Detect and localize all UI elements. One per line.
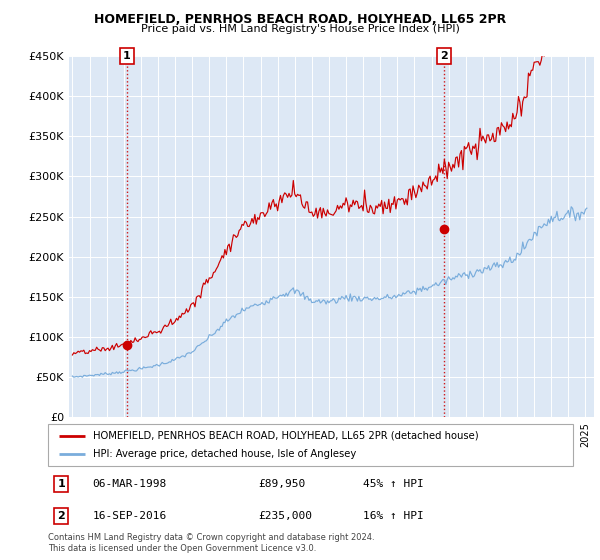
Text: 2: 2 (440, 51, 448, 61)
Text: 06-MAR-1998: 06-MAR-1998 (92, 479, 167, 489)
Text: Contains HM Land Registry data © Crown copyright and database right 2024.
This d: Contains HM Land Registry data © Crown c… (48, 533, 374, 553)
Text: 45% ↑ HPI: 45% ↑ HPI (363, 479, 424, 489)
Text: 1: 1 (123, 51, 131, 61)
Text: 1: 1 (57, 479, 65, 489)
FancyBboxPatch shape (48, 424, 573, 466)
Text: 16-SEP-2016: 16-SEP-2016 (92, 511, 167, 521)
Text: 2: 2 (57, 511, 65, 521)
Text: £89,950: £89,950 (258, 479, 305, 489)
Text: HPI: Average price, detached house, Isle of Anglesey: HPI: Average price, detached house, Isle… (92, 449, 356, 459)
Text: 16% ↑ HPI: 16% ↑ HPI (363, 511, 424, 521)
Text: £235,000: £235,000 (258, 511, 312, 521)
Text: Price paid vs. HM Land Registry's House Price Index (HPI): Price paid vs. HM Land Registry's House … (140, 24, 460, 34)
Text: HOMEFIELD, PENRHOS BEACH ROAD, HOLYHEAD, LL65 2PR: HOMEFIELD, PENRHOS BEACH ROAD, HOLYHEAD,… (94, 13, 506, 26)
Text: HOMEFIELD, PENRHOS BEACH ROAD, HOLYHEAD, LL65 2PR (detached house): HOMEFIELD, PENRHOS BEACH ROAD, HOLYHEAD,… (92, 431, 478, 441)
